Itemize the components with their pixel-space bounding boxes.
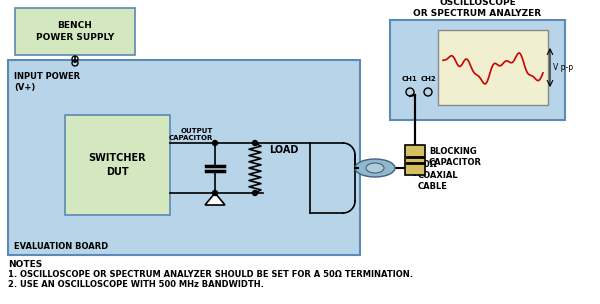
Circle shape xyxy=(253,191,257,195)
Bar xyxy=(8,60,360,255)
Text: CH1: CH1 xyxy=(402,76,418,82)
Circle shape xyxy=(212,140,218,146)
Polygon shape xyxy=(205,193,225,205)
Bar xyxy=(390,20,565,120)
Text: 1. OSCILLOSCOPE OR SPECTRUM ANALYZER SHOULD BE SET FOR A 50Ω TERMINATION.: 1. OSCILLOSCOPE OR SPECTRUM ANALYZER SHO… xyxy=(8,270,413,279)
Text: SWITCHER
DUT: SWITCHER DUT xyxy=(89,154,146,177)
Circle shape xyxy=(253,140,257,146)
Text: 2. USE AN OSCILLOSCOPE WITH 500 MHz BANDWIDTH.: 2. USE AN OSCILLOSCOPE WITH 500 MHz BAND… xyxy=(8,280,264,289)
Text: BLOCKING
CAPACITOR: BLOCKING CAPACITOR xyxy=(429,147,482,167)
Bar xyxy=(15,8,135,55)
Text: BENCH
POWER SUPPLY: BENCH POWER SUPPLY xyxy=(36,21,114,42)
Bar xyxy=(438,30,548,105)
Circle shape xyxy=(212,191,218,195)
Text: 50Ω
COAXIAL
CABLE: 50Ω COAXIAL CABLE xyxy=(418,160,458,191)
Ellipse shape xyxy=(366,163,384,173)
Text: OUTPUT
CAPACITOR: OUTPUT CAPACITOR xyxy=(169,128,213,141)
Text: NOTES: NOTES xyxy=(8,260,42,269)
Bar xyxy=(65,115,170,215)
Text: LOAD: LOAD xyxy=(269,145,298,155)
Text: V p-p: V p-p xyxy=(553,63,573,72)
Bar xyxy=(405,145,425,175)
Text: EVALUATION BOARD: EVALUATION BOARD xyxy=(14,242,108,251)
Text: INPUT POWER
(V+): INPUT POWER (V+) xyxy=(14,72,80,92)
Text: OSCILLOSCOPE
OR SPECTRUM ANALYZER: OSCILLOSCOPE OR SPECTRUM ANALYZER xyxy=(413,0,542,18)
Text: CH2: CH2 xyxy=(420,76,436,82)
Ellipse shape xyxy=(355,159,395,177)
